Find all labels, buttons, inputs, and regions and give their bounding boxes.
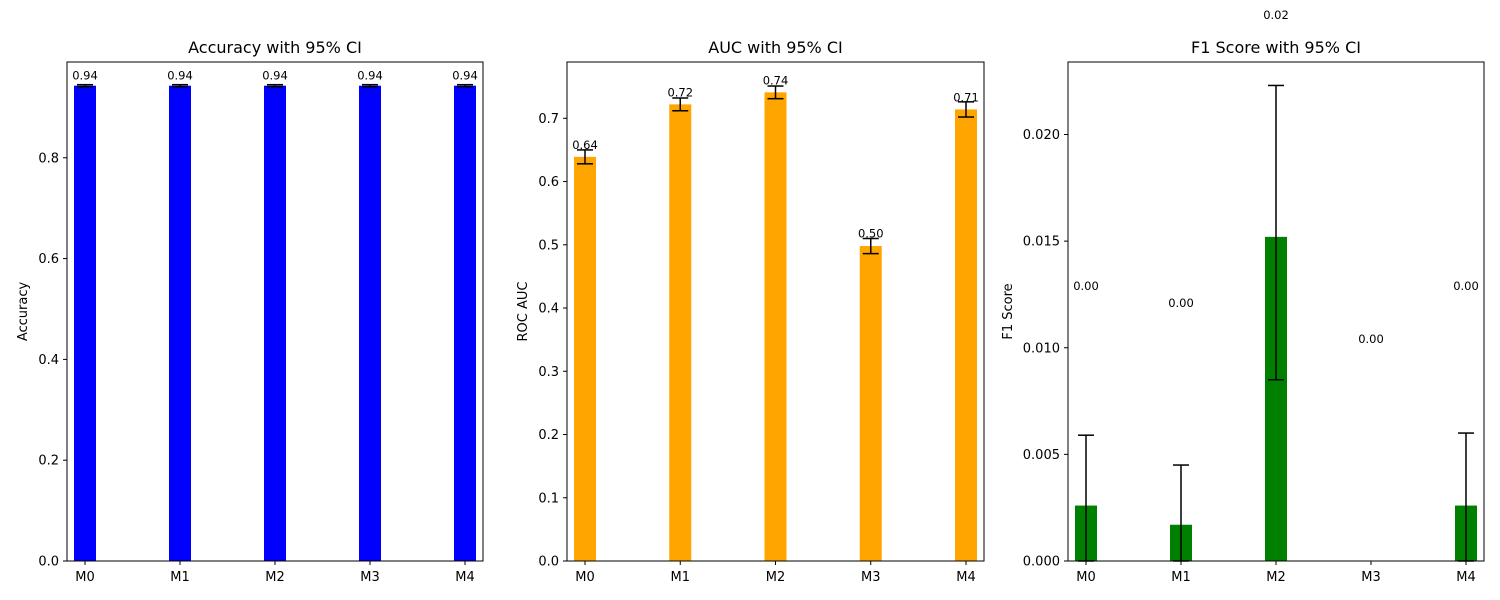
y-tick-label: 0.3: [538, 365, 559, 380]
y-tick-label: 0.2: [538, 428, 559, 443]
x-tick-label: M0: [1076, 570, 1096, 585]
bar-M4: [955, 109, 977, 561]
data-label-M2: 0.02: [1263, 8, 1289, 22]
data-label-M4: 0.00: [1453, 279, 1479, 293]
x-tick-label: M1: [170, 570, 190, 585]
y-tick-label: 0.4: [538, 302, 559, 317]
data-label-M0: 0.00: [1073, 279, 1099, 293]
data-label-M0: 0.94: [72, 69, 98, 83]
y-tick-label: 0.000: [1023, 555, 1060, 570]
x-tick-label: M2: [766, 570, 786, 585]
bar-M2: [1265, 236, 1287, 561]
y-tick-label: 0.7: [538, 112, 559, 127]
data-label-M3: 0.50: [858, 226, 884, 240]
x-tick-label: M4: [956, 570, 976, 585]
y-tick-label: 0.6: [538, 175, 559, 190]
y-tick-label: 0.8: [38, 151, 59, 166]
data-label-M1: 0.00: [1168, 296, 1194, 310]
chart-title: F1 Score with 95% CI: [1191, 38, 1361, 57]
data-label-M4: 0.94: [452, 69, 478, 83]
data-label-M1: 0.72: [667, 85, 693, 99]
data-label-M0: 0.64: [572, 138, 598, 152]
y-axis-label: Accuracy: [16, 282, 31, 342]
chart-panel-2: F1 Score with 95% CI F1 Score 0.00 0.00 0.02…: [1001, 8, 1485, 585]
y-tick-label: 0.6: [38, 252, 59, 267]
bar-M3: [859, 246, 882, 562]
y-tick-label: 0.015: [1023, 235, 1060, 250]
chart-panel-0: Accuracy with 95% CI Accuracy 0.94 0.94 0.94…: [16, 38, 484, 585]
bar-M3: [359, 85, 381, 562]
data-label-M2: 0.94: [262, 69, 288, 83]
data-label-M3: 0.00: [1358, 332, 1384, 346]
bar-M0: [74, 85, 96, 562]
y-tick-label: 0.0: [38, 555, 59, 570]
y-tick-label: 0.020: [1023, 128, 1060, 143]
y-axis-label: F1 Score: [1001, 283, 1016, 339]
x-tick-label: M3: [861, 570, 881, 585]
y-tick-label: 0.4: [38, 353, 59, 368]
y-tick-label: 0.010: [1023, 341, 1060, 356]
x-tick-label: M2: [265, 570, 285, 585]
y-tick-label: 0.005: [1023, 448, 1060, 463]
data-label-M3: 0.94: [357, 69, 383, 83]
bar-M0: [574, 156, 596, 561]
bar-M2: [264, 85, 286, 562]
bar-M1: [669, 104, 692, 561]
chart-title: Accuracy with 95% CI: [188, 38, 362, 57]
x-tick-label: M0: [75, 570, 95, 585]
bar-M4: [454, 85, 476, 562]
x-tick-label: M1: [1171, 570, 1191, 585]
x-tick-label: M2: [1266, 570, 1286, 585]
chart-title: AUC with 95% CI: [708, 38, 842, 57]
bar-M1: [169, 85, 191, 562]
x-tick-label: M3: [360, 570, 380, 585]
bar-M2: [764, 92, 787, 561]
y-axis-label: ROC AUC: [516, 282, 531, 342]
chart-panel-1: AUC with 95% CI ROC AUC 0.64 0.72 0.74 0.50 0.…: [516, 38, 985, 585]
x-tick-label: M4: [1456, 570, 1476, 585]
x-tick-label: M0: [575, 570, 595, 585]
data-label-M2: 0.74: [763, 73, 789, 87]
y-tick-label: 0.1: [538, 491, 559, 506]
x-tick-label: M1: [671, 570, 691, 585]
x-tick-label: M3: [1361, 570, 1381, 585]
x-tick-label: M4: [455, 570, 475, 585]
data-label-M4: 0.71: [953, 90, 979, 104]
y-tick-label: 0.5: [538, 238, 559, 253]
y-tick-label: 0.2: [38, 454, 59, 469]
data-label-M1: 0.94: [167, 69, 193, 83]
y-tick-label: 0.0: [538, 555, 559, 570]
